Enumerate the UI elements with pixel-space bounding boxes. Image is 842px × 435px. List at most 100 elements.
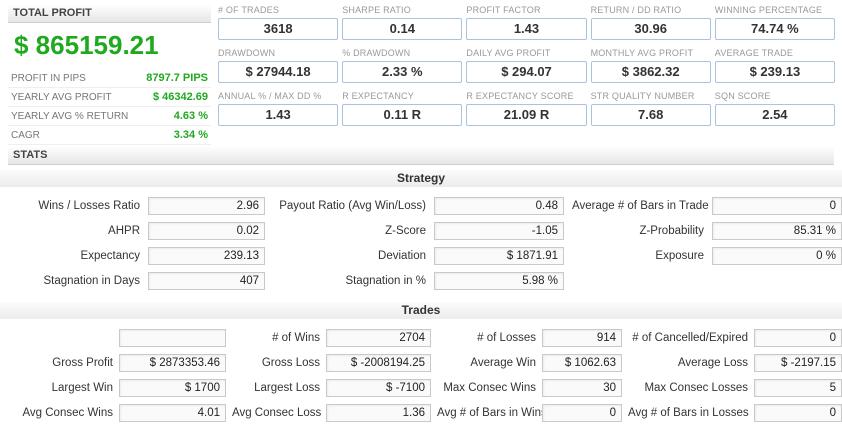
- kpi-value-box: 2.33 %: [342, 61, 463, 83]
- field-label: Avg Consec Loss: [232, 407, 322, 419]
- summary-row: CAGR 3.34 %: [8, 126, 211, 145]
- kpi-label: MONTHLY AVG PROFIT: [590, 48, 694, 58]
- kpi-label: PROFIT FACTOR: [466, 5, 541, 15]
- kpi-cell: DAILY AVG PROFIT $ 294.07: [466, 48, 587, 83]
- kpi-label: SHARPE RATIO: [342, 5, 411, 15]
- summary-value: 3.34 %: [173, 129, 208, 141]
- field-label: Payout Ratio (Avg Win/Loss): [279, 200, 426, 212]
- field-value-box: 0: [542, 404, 622, 422]
- kpi-value-box: 74.74 %: [714, 18, 835, 40]
- field-label: Gross Profit: [52, 357, 113, 369]
- kpi-value-box: 1.43: [218, 104, 339, 126]
- field-label: Stagnation in %: [345, 275, 426, 287]
- field-value-box: $ 1700: [119, 379, 226, 397]
- field-label: Max Consec Losses: [644, 382, 748, 394]
- field-label: Deviation: [378, 250, 426, 262]
- kpi-cell: STR QUALITY NUMBER 7.68: [590, 91, 711, 126]
- trades-row: Gross Profit $ 2873353.46 Gross Loss $ -…: [0, 354, 842, 372]
- kpi-cell: SHARPE RATIO 0.14: [342, 5, 463, 40]
- summary-label: YEARLY AVG PROFIT: [11, 91, 112, 103]
- field-label: Avg # of Bars in Losses: [628, 407, 749, 419]
- strategy-row: Expectancy 239.13 Deviation $ 1871.91 Ex…: [0, 247, 842, 265]
- summary-value: 4.63 %: [173, 110, 208, 122]
- summary-label: PROFIT IN PIPS: [11, 72, 86, 84]
- field-value-box: $ -2008194.25: [326, 354, 431, 372]
- total-profit-header: TOTAL PROFIT: [8, 5, 211, 23]
- kpi-cell: PROFIT FACTOR 1.43: [466, 5, 587, 40]
- field-value-box: 5: [754, 379, 842, 397]
- strategy-row: Stagnation in Days 407 Stagnation in % 5…: [0, 272, 842, 290]
- kpi-value-box: 0.11 R: [342, 104, 463, 126]
- field-value-box: 0: [754, 329, 842, 347]
- field-label: Largest Loss: [254, 382, 320, 394]
- kpi-value-box: 21.09 R: [466, 104, 587, 126]
- field-value-box: $ 1062.63: [542, 354, 622, 372]
- field-label: Average # of Bars in Trade: [572, 200, 709, 212]
- field-value-box: 0: [754, 404, 842, 422]
- field-label: Stagnation in Days: [43, 275, 140, 287]
- kpi-value-box: $ 294.07: [466, 61, 587, 83]
- kpi-label: DAILY AVG PROFIT: [466, 48, 551, 58]
- kpi-cell: WINNING PERCENTAGE 74.74 %: [714, 5, 835, 40]
- field-value-box: $ -2197.15: [754, 354, 842, 372]
- trades-row: Largest Win $ 1700 Largest Loss $ -7100 …: [0, 379, 842, 397]
- field-label: Average Loss: [677, 357, 748, 369]
- field-value-box: 5.98 %: [434, 272, 564, 290]
- field-label: # of Wins: [272, 332, 320, 344]
- kpi-label: DRAWDOWN: [218, 48, 276, 58]
- field-value-box: 2.96: [148, 197, 265, 215]
- field-label: Exposure: [655, 250, 704, 262]
- field-label: Wins / Losses Ratio: [38, 200, 140, 212]
- field-value-box: 85.31 %: [712, 222, 842, 240]
- field-value-box: 407: [148, 272, 265, 290]
- field-value-box: 4.01: [119, 404, 226, 422]
- total-profit-value: $ 865159.21: [14, 30, 159, 60]
- kpi-label: # OF TRADES: [218, 5, 280, 15]
- field-value-box: 2704: [326, 329, 431, 347]
- detail-sections: Strategy Wins / Losses Ratio 2.96 Payout…: [0, 170, 842, 429]
- total-profit-panel: TOTAL PROFIT $ 865159.21 PROFIT IN PIPS …: [8, 5, 211, 145]
- kpi-value-box: 30.96: [590, 18, 711, 40]
- section-title-trades: Trades: [0, 302, 842, 319]
- kpi-cell: # OF TRADES 3618: [218, 5, 339, 40]
- kpi-value-box: 7.68: [590, 104, 711, 126]
- kpi-value-box: 1.43: [466, 18, 587, 40]
- kpi-label: STR QUALITY NUMBER: [590, 91, 695, 101]
- field-value-box: $ 2873353.46: [119, 354, 226, 372]
- field-value-box: 0: [712, 197, 842, 215]
- kpi-value-box: 2.54: [714, 104, 835, 126]
- trades-section: Trades # of Wins 2704 # of Losses 914 # …: [0, 302, 842, 422]
- summary-row: YEARLY AVG PROFIT $ 46342.69: [8, 88, 211, 107]
- strategy-row: Wins / Losses Ratio 2.96 Payout Ratio (A…: [0, 197, 842, 215]
- kpi-cell: % DRAWDOWN 2.33 %: [342, 48, 463, 83]
- kpi-cell: DRAWDOWN $ 27944.18: [218, 48, 339, 83]
- kpi-value-box: $ 3862.32: [590, 61, 711, 83]
- kpi-value-box: 3618: [218, 18, 339, 40]
- section-title-strategy: Strategy: [0, 170, 842, 187]
- field-label: Z-Probability: [639, 225, 704, 237]
- kpi-label: % DRAWDOWN: [342, 48, 411, 58]
- field-label: Avg # of Bars in Wins: [437, 407, 547, 419]
- field-value-box: $ -7100: [326, 379, 431, 397]
- kpi-cell: R EXPECTANCY SCORE 21.09 R: [466, 91, 587, 126]
- stats-header: STATS: [8, 147, 834, 165]
- kpi-cell: SQN SCORE 2.54: [714, 91, 835, 126]
- kpi-label: R EXPECTANCY: [342, 91, 414, 101]
- kpi-label: ANNUAL % / MAX DD %: [218, 91, 322, 101]
- kpi-cell: RETURN / DD RATIO 30.96: [590, 5, 711, 40]
- field-value-box: 914: [542, 329, 622, 347]
- summary-row: PROFIT IN PIPS 8797.7 PIPS: [8, 69, 211, 88]
- field-label: # of Losses: [477, 332, 536, 344]
- kpi-label: RETURN / DD RATIO: [590, 5, 682, 15]
- kpi-cell: ANNUAL % / MAX DD % 1.43: [218, 91, 339, 126]
- kpi-label: SQN SCORE: [714, 91, 771, 101]
- field-label: Expectancy: [80, 250, 140, 262]
- summary-value: $ 46342.69: [152, 91, 208, 103]
- field-label: Gross Loss: [261, 357, 320, 369]
- kpi-value-box: 0.14: [342, 18, 463, 40]
- field-value-box: 0.48: [434, 197, 564, 215]
- strategy-row: AHPR 0.02 Z-Score -1.05 Z-Probability 85…: [0, 222, 842, 240]
- field-label: Average Win: [470, 357, 536, 369]
- field-label: Largest Win: [51, 382, 113, 394]
- kpi-label: WINNING PERCENTAGE: [714, 5, 823, 15]
